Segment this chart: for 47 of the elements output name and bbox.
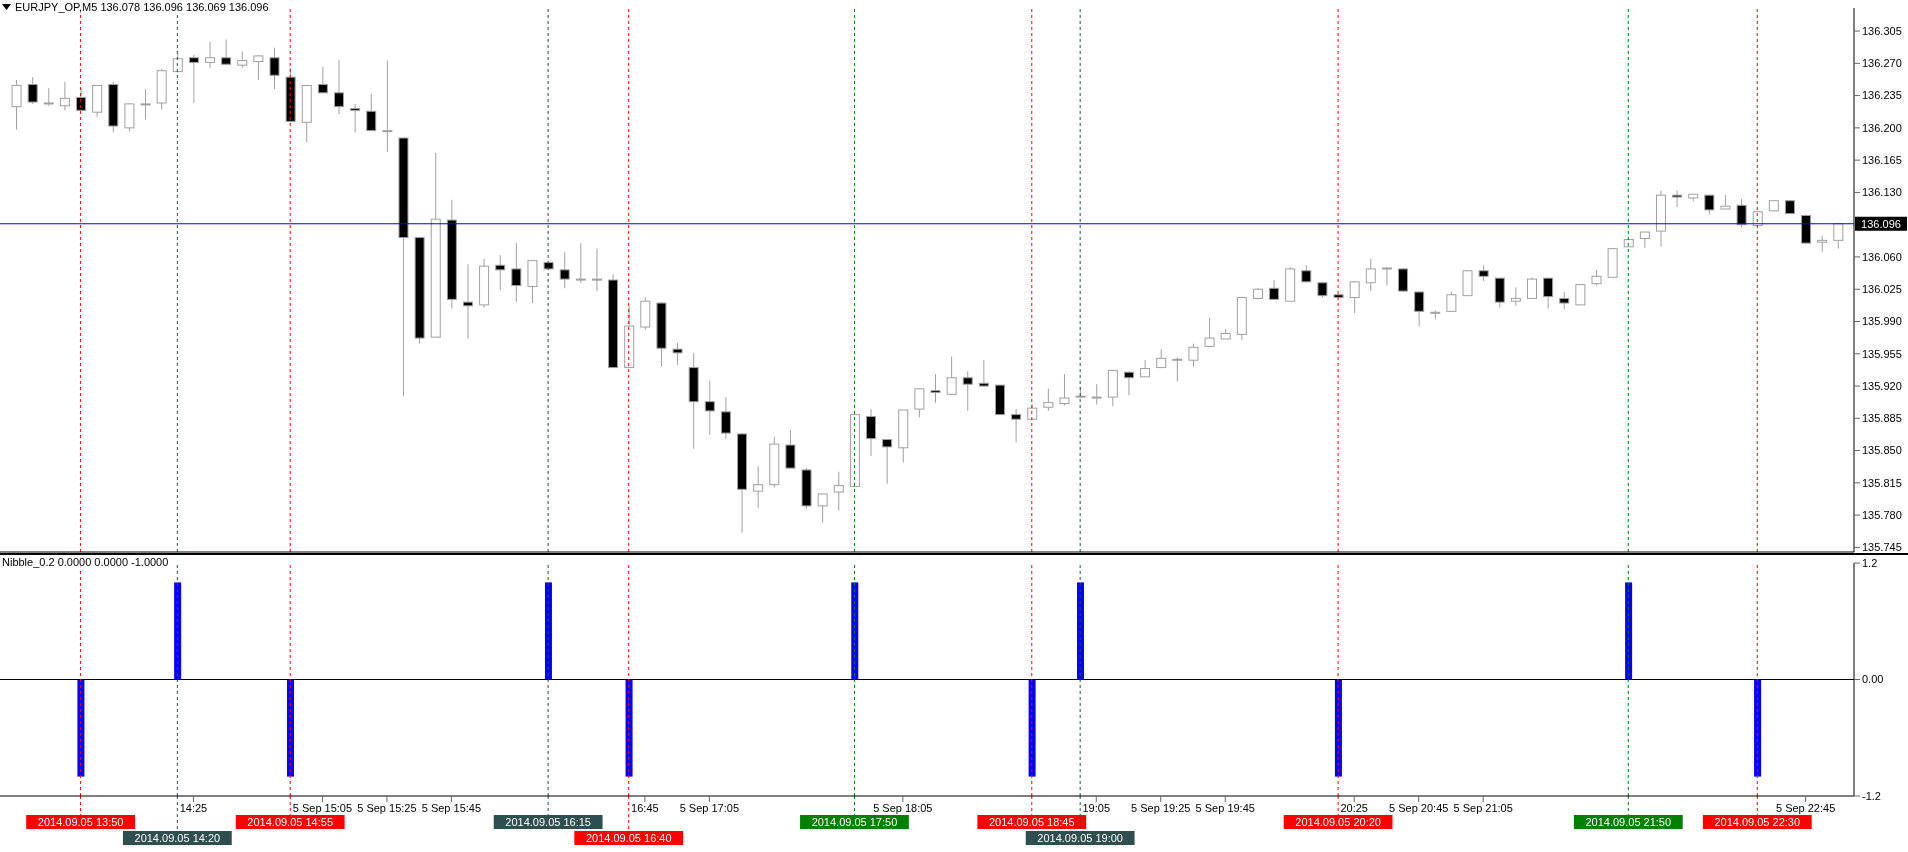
x-tick-label: 5 Sep 21:05 [1453, 801, 1513, 814]
y-tick-label: 136.235 [1862, 89, 1902, 102]
x-tick-label: 5 Sep 15:45 [421, 801, 482, 814]
ref-line-label: 2014.09.05 14:20 [134, 832, 221, 844]
chart-title: EURJPY_OP,M5 136.078 136.096 136.069 136.096 [15, 1, 269, 13]
x-tick-label: 5 Sep 15:25 [357, 801, 417, 814]
y-tick-label: 136.305 [1862, 24, 1902, 37]
ref-line-label: 2014.09.05 20:20 [1295, 816, 1381, 828]
y-tick-label: 136.270 [1862, 57, 1902, 70]
chart-title: Nibble_0.2 0.0000 0.0000 -1.0000 [2, 556, 169, 568]
y-tick-label: 1.2 [1862, 556, 1878, 569]
y-tick-label: 135.850 [1862, 444, 1902, 457]
y-tick-label: 135.745 [1862, 541, 1902, 554]
y-tick-label: 0.00 [1862, 673, 1884, 686]
y-tick-label: 136.200 [1862, 121, 1902, 134]
y-tick-label: 135.815 [1862, 476, 1902, 489]
y-tick-label: 135.990 [1862, 315, 1902, 328]
y-tick-label: 136.165 [1862, 154, 1902, 167]
y-tick-label: 135.885 [1862, 412, 1902, 425]
y-tick-label: 136.025 [1862, 283, 1902, 296]
ref-line-label: 2014.09.05 16:15 [505, 816, 591, 828]
ref-line-label: 2014.09.05 22:30 [1714, 816, 1801, 828]
y-tick-label: 136.060 [1862, 250, 1902, 263]
x-tick-label: 5 Sep 15:05 [292, 801, 353, 814]
x-tick-label: 5 Sep 20:45 [1389, 801, 1449, 814]
x-tick-label: 16:45 [631, 801, 659, 814]
ref-line-label: 2014.09.05 14:55 [247, 816, 334, 828]
ref-line-label: 2014.09.05 19:00 [1037, 832, 1123, 844]
y-tick-label: 135.920 [1862, 379, 1902, 392]
x-tick-label: 14:25 [179, 801, 208, 814]
y-tick-label: -1.2 [1862, 789, 1881, 802]
ref-line-label: 2014.09.05 17:50 [811, 816, 898, 828]
x-tick-label: 5 Sep 22:45 [1775, 801, 1836, 814]
x-tick-label: 5 Sep 19:45 [1195, 801, 1255, 814]
y-tick-label: 136.130 [1862, 186, 1902, 199]
x-tick-label: 5 Sep 17:05 [679, 801, 740, 814]
ref-line-label: 2014.09.05 21:50 [1585, 816, 1672, 828]
ref-line-label: 2014.09.05 18:45 [988, 816, 1075, 828]
x-tick-label: 5 Sep 19:25 [1131, 801, 1191, 814]
ref-line-label: 136.096 [1861, 217, 1901, 230]
ref-line-label: 2014.09.05 13:50 [37, 816, 124, 828]
y-tick-label: 135.955 [1862, 347, 1902, 360]
y-tick-label: 135.780 [1862, 509, 1902, 522]
x-tick-label: 20:25 [1340, 801, 1368, 814]
x-tick-label: 19:05 [1082, 801, 1111, 814]
x-tick-label: 5 Sep 18:05 [873, 801, 933, 814]
ref-line-label: 2014.09.05 16:40 [585, 832, 672, 844]
